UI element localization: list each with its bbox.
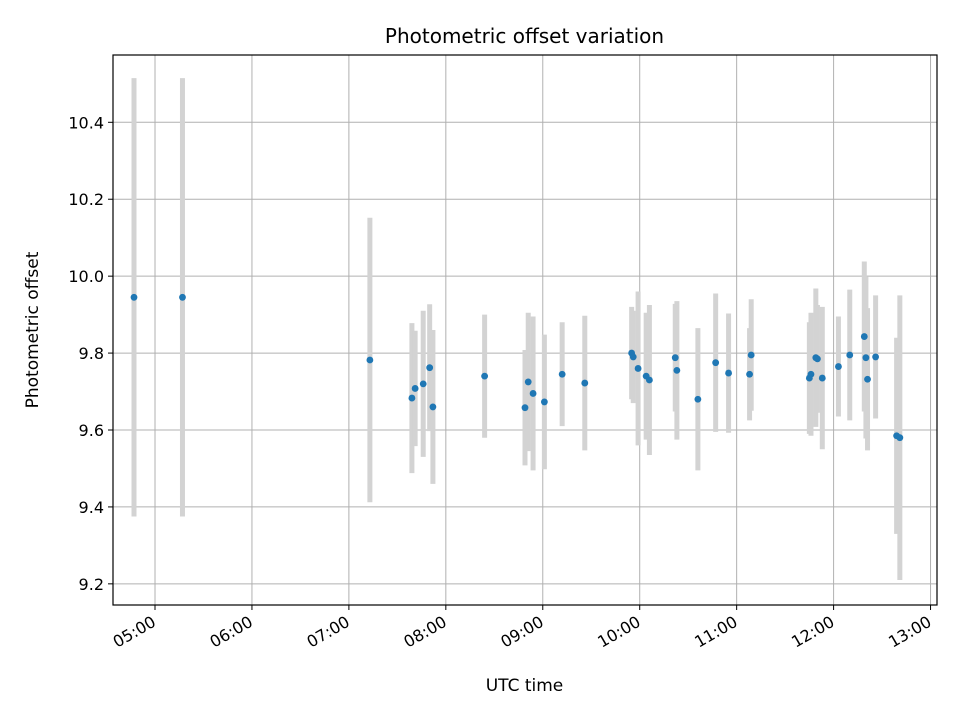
data-point: [411, 385, 419, 392]
x-tick-label: 09:00: [497, 612, 546, 652]
data-point: [671, 354, 679, 362]
x-axis-ticks: 05:00 06:00 07:00 08:00 09:00 10:00 11:00 12:00…: [110, 605, 935, 652]
data-point: [366, 356, 374, 364]
x-axis-title: UTC time: [486, 676, 564, 696]
x-tick-label: 06:00: [207, 612, 256, 652]
data-point: [130, 293, 138, 301]
data-point: [725, 369, 732, 377]
data-point: [426, 364, 434, 372]
y-axis-ticks: 9.2 9.4 9.6 9.8 10.0 10.2 10.4: [68, 113, 113, 594]
data-points: [130, 293, 904, 442]
x-tick-label: 13:00: [885, 612, 934, 652]
chart-title: Photometric offset variation: [385, 24, 664, 48]
data-point: [846, 351, 854, 359]
y-tick-label: 9.8: [79, 344, 104, 363]
data-point: [862, 354, 870, 362]
error-bars: [131, 78, 903, 580]
data-point: [814, 355, 821, 363]
data-point: [408, 394, 416, 402]
data-point: [872, 353, 880, 361]
data-point: [629, 353, 637, 361]
x-tick-label: 07:00: [303, 612, 352, 652]
data-point: [581, 379, 589, 387]
data-point: [481, 372, 489, 380]
data-point: [521, 404, 529, 412]
data-point: [646, 376, 653, 384]
data-point: [673, 366, 681, 374]
y-tick-label: 9.4: [79, 498, 104, 517]
x-tick-label: 12:00: [788, 612, 837, 652]
x-tick-label: 10:00: [594, 612, 643, 652]
x-tick-label: 05:00: [110, 612, 159, 652]
y-tick-label: 10.4: [68, 113, 104, 132]
data-point: [694, 395, 702, 403]
data-point: [835, 363, 842, 370]
data-point: [540, 398, 548, 406]
data-point: [747, 351, 755, 359]
y-tick-label: 10.0: [68, 267, 104, 286]
data-point: [634, 365, 642, 372]
data-point: [746, 370, 753, 378]
data-point: [807, 370, 815, 378]
y-tick-label: 10.2: [68, 190, 104, 209]
data-point: [524, 378, 532, 386]
data-point: [179, 293, 186, 301]
data-point: [419, 380, 427, 388]
data-point: [429, 403, 437, 411]
data-point: [818, 374, 826, 382]
y-tick-label: 9.6: [79, 421, 104, 440]
data-point: [896, 434, 904, 442]
y-axis-title: Photometric offset: [23, 251, 43, 408]
x-tick-label: 11:00: [691, 612, 740, 652]
data-point: [860, 333, 868, 340]
x-tick-label: 08:00: [400, 612, 449, 652]
y-tick-label: 9.2: [79, 575, 104, 594]
data-point: [712, 359, 720, 367]
data-point: [529, 390, 537, 397]
data-point: [558, 370, 566, 378]
data-point: [864, 375, 871, 383]
plot-frame: [112, 54, 938, 606]
